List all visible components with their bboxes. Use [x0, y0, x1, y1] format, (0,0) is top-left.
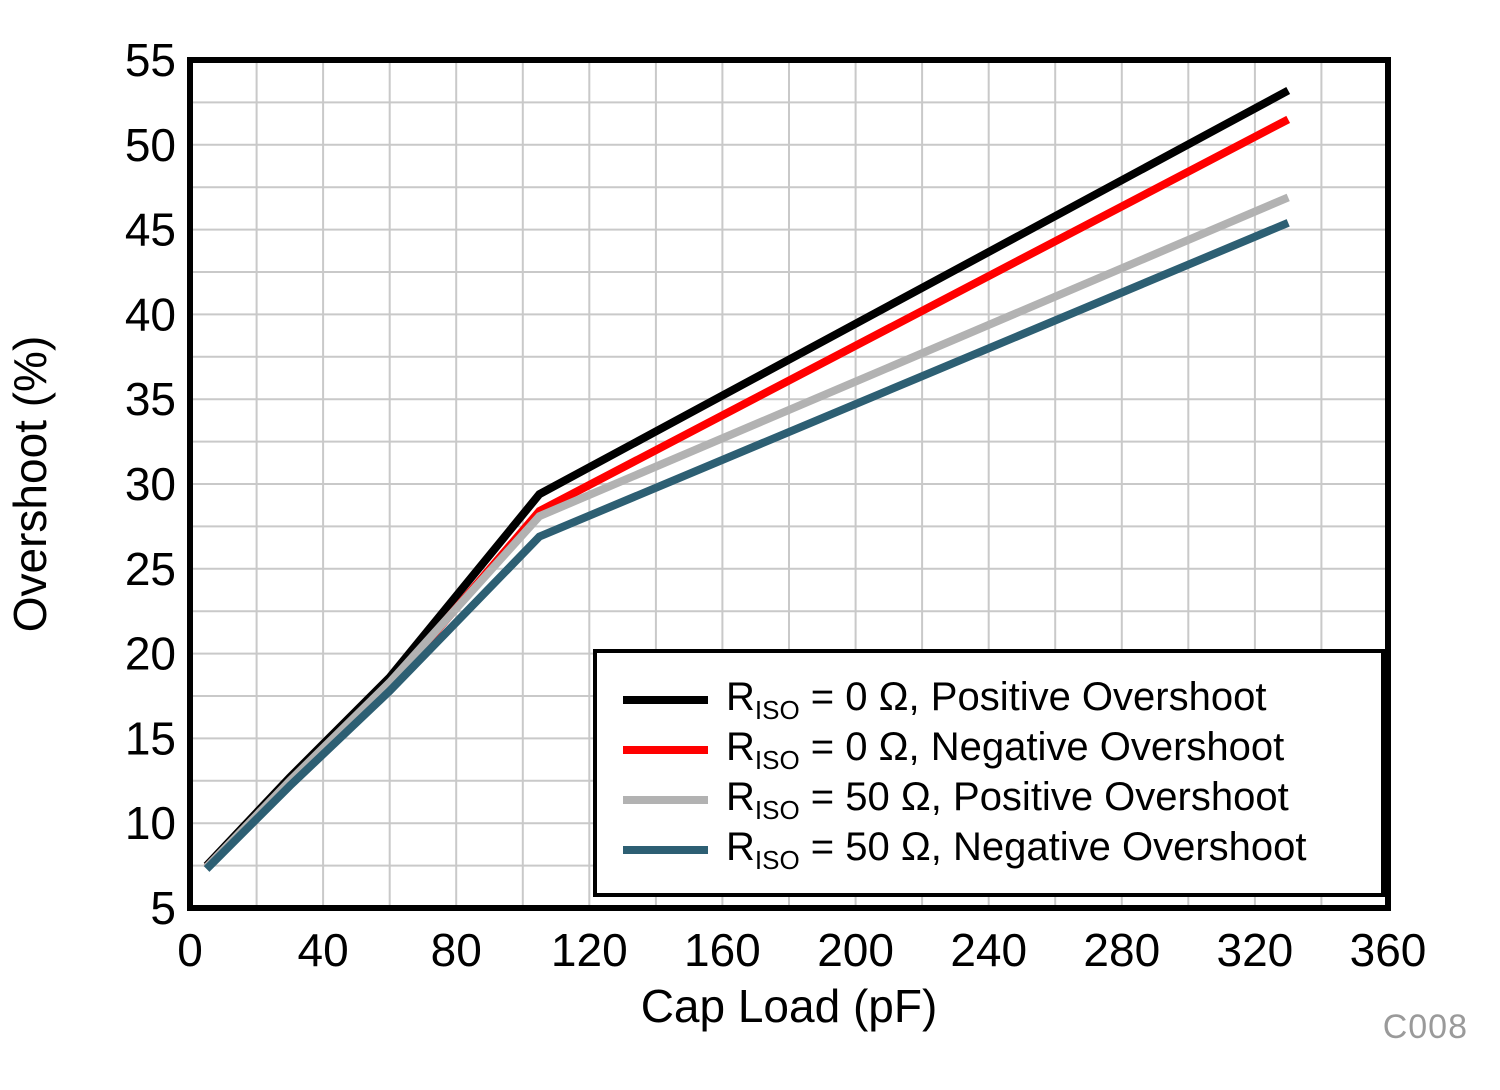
- plot-border: [187, 57, 1391, 911]
- y-tick-label: 20: [125, 628, 176, 680]
- legend-swatch-riso0-negative: [623, 746, 708, 754]
- x-tick-label: 40: [298, 924, 349, 976]
- legend-swatch-riso0-positive: [623, 696, 708, 704]
- y-tick-label: 45: [125, 204, 176, 256]
- x-tick-label: 80: [431, 924, 482, 976]
- y-tick-label: 55: [125, 34, 176, 86]
- x-tick-label: 280: [1083, 924, 1160, 976]
- legend-swatch-riso50-positive: [623, 796, 708, 804]
- x-tick-label: 160: [684, 924, 761, 976]
- y-tick-label: 30: [125, 458, 176, 510]
- y-axis-tick-labels: 5 10 15 20 25 30 35 40 45 50 55: [125, 34, 176, 934]
- y-tick-label: 50: [125, 119, 176, 171]
- legend-item: RISO = 50 Ω, Negative Overshoot: [597, 825, 1381, 875]
- legend-label: RISO = 50 Ω, Negative Overshoot: [726, 825, 1307, 875]
- data-series-lines: [203, 86, 1291, 872]
- legend-label: RISO = 0 Ω, Positive Overshoot: [726, 675, 1267, 725]
- legend: RISO = 0 Ω, Positive Overshoot RISO = 0 …: [593, 649, 1385, 897]
- x-tick-label: 360: [1350, 924, 1427, 976]
- x-tick-label: 240: [950, 924, 1027, 976]
- legend-item: RISO = 0 Ω, Positive Overshoot: [597, 675, 1381, 725]
- x-tick-label: 200: [817, 924, 894, 976]
- legend-swatch-riso50-negative: [623, 846, 708, 854]
- x-axis-tick-labels: 0 40 80 120 160 200 240 280 320 360: [177, 924, 1426, 976]
- legend-label: RISO = 0 Ω, Negative Overshoot: [726, 725, 1285, 775]
- x-tick-label: 120: [551, 924, 628, 976]
- x-tick-label: 0: [177, 924, 203, 976]
- y-tick-label: 25: [125, 543, 176, 595]
- legend-label: RISO = 50 Ω, Positive Overshoot: [726, 775, 1289, 825]
- y-tick-label: 35: [125, 373, 176, 425]
- y-tick-label: 40: [125, 288, 176, 340]
- y-tick-label: 10: [125, 797, 176, 849]
- legend-item: RISO = 0 Ω, Negative Overshoot: [597, 725, 1381, 775]
- x-tick-label: 320: [1217, 924, 1294, 976]
- legend-item: RISO = 50 Ω, Positive Overshoot: [597, 775, 1381, 825]
- figure-code: C008: [1382, 1008, 1468, 1046]
- y-tick-label: 5: [150, 882, 176, 934]
- y-axis-title: Overshoot (%): [4, 336, 56, 633]
- y-tick-label: 15: [125, 712, 176, 764]
- x-axis-title: Cap Load (pF): [641, 980, 938, 1032]
- series-line: [203, 219, 1290, 872]
